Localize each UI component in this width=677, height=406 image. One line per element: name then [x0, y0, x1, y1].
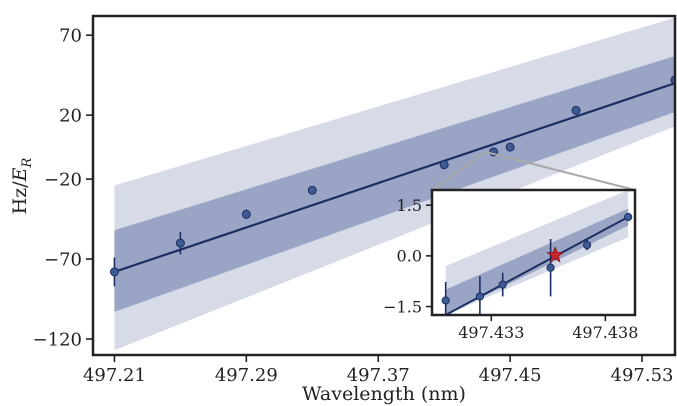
main-data-point: [505, 142, 515, 152]
main-x-tick-label: 497.29: [215, 365, 278, 386]
main-data-point: [241, 209, 251, 220]
main-y-tick-label: −70: [44, 250, 82, 271]
inset-y-tick-label: −1.5: [383, 297, 422, 316]
zoom-connector-lines: [431, 150, 636, 191]
main-point-marker: [505, 142, 515, 152]
main-fit-line: [114, 82, 675, 273]
inset-axis-ticks: 497.433 497.438 1.5 0.0 −1.5: [383, 196, 638, 342]
inset-point-marker: [475, 292, 484, 301]
inset-frame: [430, 188, 637, 317]
main-data-point: [439, 160, 449, 170]
inset-data-point: [624, 212, 633, 222]
main-data-point: [571, 105, 581, 115]
zoom-line-left: [431, 151, 486, 191]
inset-point-marker: [441, 296, 450, 305]
main-plot-area: [109, 17, 675, 351]
main-y-tick-label: 20: [59, 106, 82, 127]
main-data-point: [175, 231, 185, 255]
inset-y-tick-label: 0.0: [397, 247, 422, 266]
inset-fit-line: [445, 216, 629, 315]
main-inner-confidence-band: [114, 55, 675, 312]
main-point-marker: [439, 160, 449, 170]
inset-y-tick-label: 1.5: [397, 196, 422, 215]
inset-point-marker: [498, 280, 507, 289]
inset-data-point: [475, 276, 484, 315]
inset-data-point: [441, 281, 450, 315]
main-point-marker: [241, 209, 251, 219]
main-x-tick-label: 497.53: [611, 365, 674, 386]
main-y-tick-label: −120: [33, 329, 82, 350]
inset-plot-area: 497.433 497.438 1.5 0.0 −1.5: [383, 188, 638, 342]
main-point-marker: [109, 267, 119, 277]
inset-point-marker: [624, 212, 633, 222]
main-x-tick-label: 497.21: [83, 365, 146, 386]
inset-inner-confidence-band: [445, 208, 629, 315]
main-y-tick-label: −20: [44, 170, 82, 191]
y-axis-label: Hz/ER: [9, 157, 35, 214]
main-point-marker: [307, 185, 317, 195]
main-point-marker: [175, 238, 185, 248]
main-point-marker: [571, 105, 581, 115]
main-x-tick-label: 497.45: [479, 365, 542, 386]
inset-x-tick-label: 497.438: [572, 323, 638, 342]
main-x-tick-label: 497.37: [347, 365, 410, 386]
inset-reference-star-marker: [546, 246, 564, 263]
main-data-point: [307, 185, 317, 195]
inset-point-marker: [546, 263, 555, 272]
x-axis-label: Wavelength (nm): [302, 383, 466, 405]
main-data-point: [109, 257, 119, 287]
inset-data-point: [546, 238, 555, 297]
inset-data-point: [498, 272, 507, 297]
main-axis-ticks: 497.21 497.29 497.37 497.45 497.53 70 20 −20 −70…: [33, 26, 674, 386]
inset-point-marker: [583, 240, 592, 250]
main-y-tick-label: 70: [59, 26, 82, 47]
main-plot-frame: [91, 14, 677, 357]
inset-data-point: [583, 240, 592, 251]
zoom-line-right: [485, 150, 636, 191]
inset-x-tick-label: 497.433: [458, 323, 524, 342]
